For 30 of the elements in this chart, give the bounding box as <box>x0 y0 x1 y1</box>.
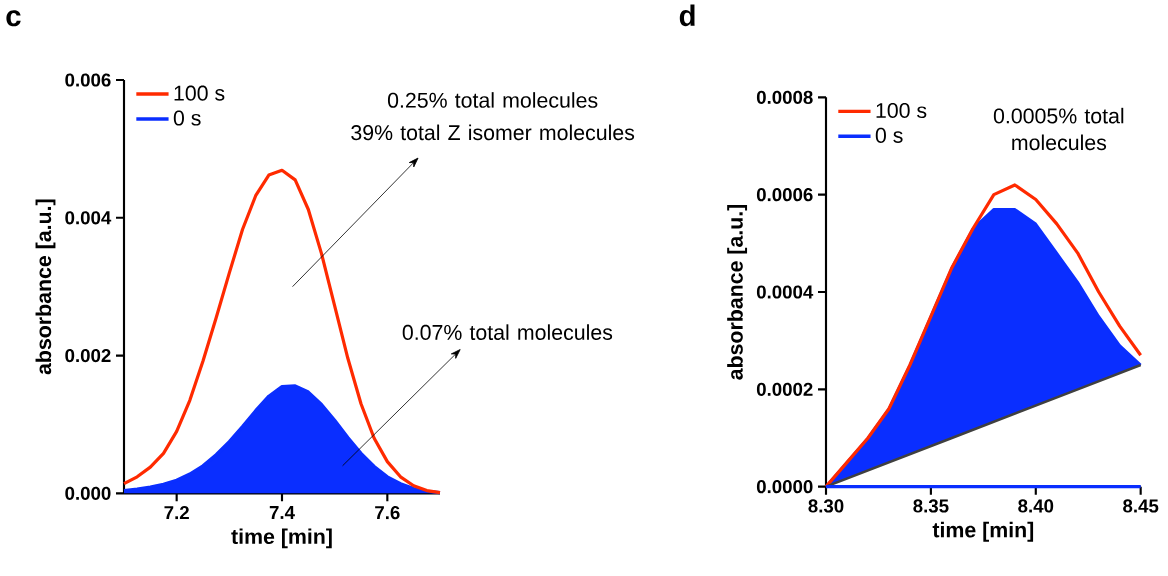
y-tick-label: 0.0000 <box>756 480 813 494</box>
x-axis-title: time [min] <box>932 521 1034 542</box>
y-tick-label: 0.0006 <box>756 188 813 202</box>
chart-title: d <box>679 4 695 27</box>
y-tick-label: 0.002 <box>65 348 111 363</box>
x-tick-label: 8.35 <box>913 499 949 513</box>
x-tick-label: 7.4 <box>269 506 295 519</box>
annotation: 0.0005% total molecules <box>993 107 1124 151</box>
y-tick-label: 0.004 <box>65 211 112 225</box>
annotation: 0.25% total molecules <box>387 92 598 108</box>
x-tick-label: 8.30 <box>808 499 844 513</box>
legend-label: 100 s <box>876 102 927 119</box>
y-axis-title: absorbance [a.u.] <box>35 199 56 375</box>
y-tick-label: 0.0008 <box>756 90 813 104</box>
annotation: 0.07% total molecules <box>402 324 613 340</box>
chart-title: c <box>6 10 21 27</box>
y-tick-label: 0.000 <box>65 486 111 500</box>
y-tick-label: 0.006 <box>65 73 111 87</box>
annotation: 39% total Z isomer molecules <box>351 124 635 141</box>
x-tick-label: 8.40 <box>1018 499 1054 513</box>
y-axis-title: absorbance [a.u.] <box>727 204 748 380</box>
x-tick-label: 7.2 <box>164 506 189 520</box>
legend-label: 100 s <box>174 85 225 101</box>
x-tick-label: 8.45 <box>1123 499 1159 513</box>
y-tick-label: 0.0002 <box>756 382 813 396</box>
y-tick-label: 0.0004 <box>756 285 814 299</box>
x-tick-label: 7.6 <box>375 506 400 520</box>
legend-label: 0 s <box>875 127 903 143</box>
x-axis-title: time [min] <box>231 528 332 549</box>
legend-label: 0 s <box>173 110 201 126</box>
